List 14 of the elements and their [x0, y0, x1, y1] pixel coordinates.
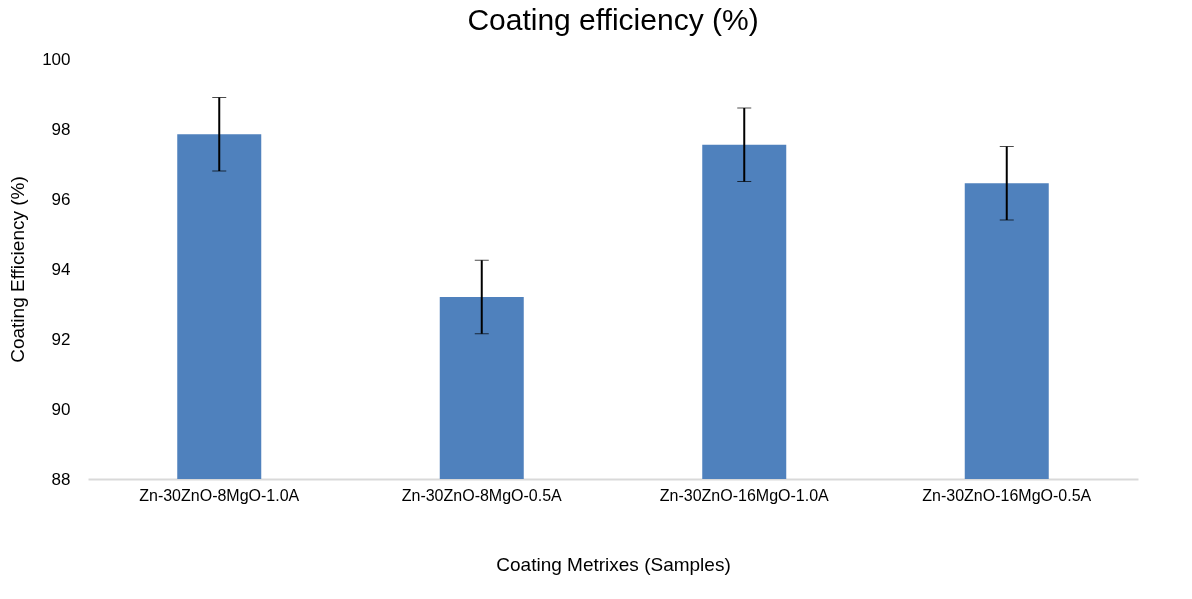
x-tick-label: Zn-30ZnO-16MgO-0.5A	[922, 486, 1092, 504]
y-axis-title: Coating Efficiency (%)	[7, 176, 29, 363]
y-tick-label: 92	[51, 329, 71, 349]
chart-title: Coating efficiency (%)	[467, 3, 759, 36]
x-tick-label: Zn-30ZnO-8MgO-0.5A	[401, 486, 563, 504]
y-tick-label: 98	[51, 119, 71, 139]
y-tick-label: 88	[51, 469, 71, 489]
y-tick-label: 94	[51, 259, 71, 279]
y-tick-label: 90	[51, 399, 71, 419]
x-axis-title: Coating Metrixes (Samples)	[496, 553, 731, 575]
y-tick-label: 100	[42, 49, 71, 69]
x-tick-label: Zn-30ZnO-8MgO-1.0A	[139, 486, 300, 504]
y-tick-label: 96	[51, 189, 71, 209]
x-tick-label: Zn-30ZnO-16MgO-1.0A	[659, 486, 830, 504]
